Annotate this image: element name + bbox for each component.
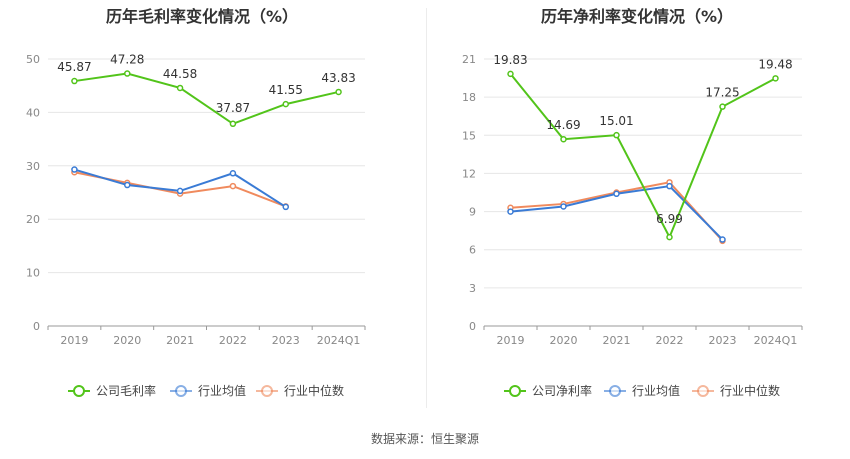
legend-label: 公司净利率 [532, 383, 592, 398]
y-tick-label: 30 [26, 160, 40, 173]
chart-panel-2: 历年净利率变化情况（%） 0 3 6 9 12 15 18 21 2019 2020 2021 2022… [462, 7, 803, 398]
legend-marker [175, 385, 187, 397]
legend-marker [73, 385, 85, 397]
data-point[interactable] [507, 208, 514, 215]
x-tick-label: 2022 [219, 334, 247, 347]
data-label: 19.48 [758, 57, 792, 71]
source-note: 数据来源：恒生聚源 [370, 432, 479, 446]
x-tick-label: 2023 [709, 334, 737, 347]
series-industry-avg [71, 166, 289, 211]
legend-item[interactable]: 行业均值 [170, 383, 246, 398]
series-company: 19.83 14.69 15.01 6.99 17.25 19.48 [493, 53, 793, 241]
legend-label: 行业均值 [632, 383, 680, 398]
legend-item[interactable]: 公司毛利率 [68, 383, 156, 398]
x-tick-label: 2023 [272, 334, 300, 347]
series-line [74, 72, 339, 125]
y-tick-label: 15 [462, 129, 476, 142]
data-label: 17.25 [705, 86, 739, 100]
x-tick-label: 2024Q1 [317, 334, 361, 347]
legend-label: 公司毛利率 [96, 383, 156, 398]
y-tick-label: 18 [462, 91, 476, 104]
series-line [509, 73, 776, 240]
legend-label: 行业均值 [198, 383, 246, 398]
data-point[interactable] [335, 88, 342, 96]
data-point[interactable] [176, 84, 184, 92]
data-label: 15.01 [599, 114, 633, 128]
x-tick-label: 2019 [60, 334, 88, 347]
data-point[interactable] [282, 203, 289, 211]
data-point[interactable] [613, 131, 620, 139]
data-label: 6.99 [656, 212, 683, 226]
x-tick-label: 2021 [166, 334, 194, 347]
y-tick-label: 3 [469, 282, 476, 295]
x-tick-label: 2019 [497, 334, 525, 347]
y-tick-label: 50 [26, 53, 40, 66]
data-point[interactable] [666, 182, 673, 190]
data-label: 44.58 [163, 67, 197, 81]
data-point[interactable] [666, 233, 673, 241]
data-point[interactable] [719, 103, 726, 110]
data-point[interactable] [772, 75, 779, 82]
data-point[interactable] [507, 70, 514, 78]
x-tick-label: 2024Q1 [754, 334, 798, 347]
data-point[interactable] [124, 70, 131, 77]
legend-marker [697, 385, 709, 397]
data-point[interactable] [229, 120, 237, 128]
chart-title: 历年净利率变化情况（%） [541, 7, 733, 26]
chart-title: 历年毛利率变化情况（%） [106, 7, 298, 26]
chart-panel-1: 历年毛利率变化情况（%） 0 10 20 30 40 50 2019 2020 2021 2022 2… [26, 7, 366, 398]
legend-marker [261, 385, 273, 397]
data-point[interactable] [719, 236, 726, 243]
data-point[interactable] [229, 170, 237, 177]
series-company: 45.87 47.28 44.58 37.87 41.55 43.83 [57, 53, 356, 128]
data-label: 43.83 [321, 71, 355, 85]
legend-label: 行业中位数 [720, 383, 780, 398]
y-tick-label: 0 [469, 320, 476, 333]
x-tick-label: 2020 [550, 334, 578, 347]
data-point[interactable] [176, 187, 184, 195]
data-label: 41.55 [269, 83, 303, 97]
x-tick-label: 2020 [113, 334, 141, 347]
y-tick-label: 21 [462, 53, 476, 66]
legend-marker [509, 385, 521, 397]
y-tick-label: 6 [469, 244, 476, 257]
y-tick-label: 20 [26, 213, 40, 226]
y-tick-label: 0 [33, 320, 40, 333]
legend-item[interactable]: 公司净利率 [504, 383, 592, 398]
data-label: 47.28 [110, 53, 144, 67]
data-point[interactable] [560, 203, 567, 210]
x-tick-label: 2022 [656, 334, 684, 347]
data-point[interactable] [560, 135, 567, 143]
data-point[interactable] [124, 181, 131, 189]
legend-item[interactable]: 行业中位数 [256, 383, 344, 398]
legend-item[interactable]: 行业中位数 [692, 383, 780, 398]
series-industry-avg [507, 182, 726, 243]
data-point[interactable] [282, 100, 289, 108]
y-tick-label: 40 [26, 106, 40, 119]
data-point[interactable] [613, 190, 620, 198]
data-label: 14.69 [546, 118, 580, 132]
data-point[interactable] [71, 77, 78, 85]
data-point[interactable] [229, 182, 237, 190]
x-tick-label: 2021 [603, 334, 631, 347]
y-tick-label: 9 [469, 206, 476, 219]
panel-divider [426, 8, 427, 408]
data-point[interactable] [71, 166, 78, 173]
legend-label: 行业中位数 [284, 383, 344, 398]
legend-item[interactable]: 行业均值 [604, 383, 680, 398]
y-tick-label: 12 [462, 167, 476, 180]
data-label: 45.87 [57, 60, 91, 74]
y-tick-label: 10 [26, 267, 40, 280]
legend-marker [609, 385, 621, 397]
data-label: 37.87 [216, 101, 250, 115]
data-label: 19.83 [493, 53, 527, 67]
